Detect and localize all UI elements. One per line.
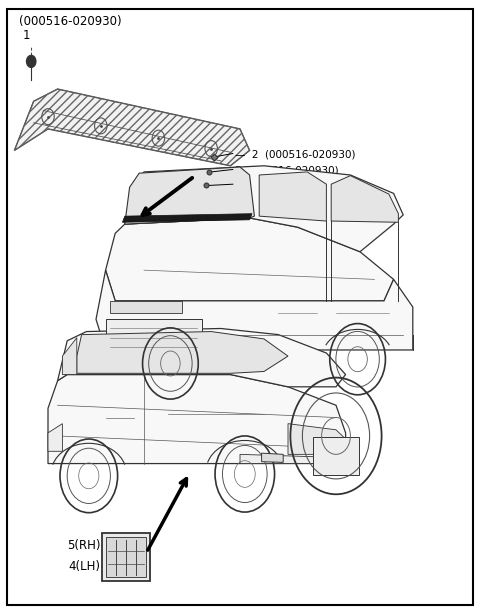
Polygon shape	[240, 454, 346, 464]
Polygon shape	[48, 424, 62, 451]
Polygon shape	[125, 167, 254, 224]
Text: 1: 1	[23, 29, 30, 42]
Text: 5(RH): 5(RH)	[67, 539, 101, 552]
Polygon shape	[106, 319, 202, 350]
Polygon shape	[122, 214, 252, 222]
Polygon shape	[58, 328, 346, 387]
FancyBboxPatch shape	[106, 537, 146, 577]
Text: (000516-020930): (000516-020930)	[19, 15, 122, 28]
Polygon shape	[288, 424, 346, 454]
Polygon shape	[259, 172, 326, 221]
FancyBboxPatch shape	[102, 533, 150, 581]
Polygon shape	[14, 89, 250, 166]
Text: 4(LH): 4(LH)	[69, 560, 101, 573]
Polygon shape	[110, 301, 182, 313]
Text: 6  (000516-020930): 6 (000516-020930)	[235, 179, 339, 189]
Polygon shape	[77, 332, 288, 373]
Polygon shape	[106, 218, 394, 301]
Text: —  2  (000516-020930): — 2 (000516-020930)	[235, 150, 356, 160]
Polygon shape	[96, 270, 413, 350]
Polygon shape	[331, 176, 398, 222]
Polygon shape	[125, 166, 403, 252]
Circle shape	[26, 55, 36, 68]
Text: 3  (000516-020930): 3 (000516-020930)	[235, 165, 339, 175]
Polygon shape	[62, 338, 77, 375]
Polygon shape	[262, 453, 283, 462]
FancyBboxPatch shape	[313, 437, 359, 475]
Polygon shape	[48, 375, 346, 464]
